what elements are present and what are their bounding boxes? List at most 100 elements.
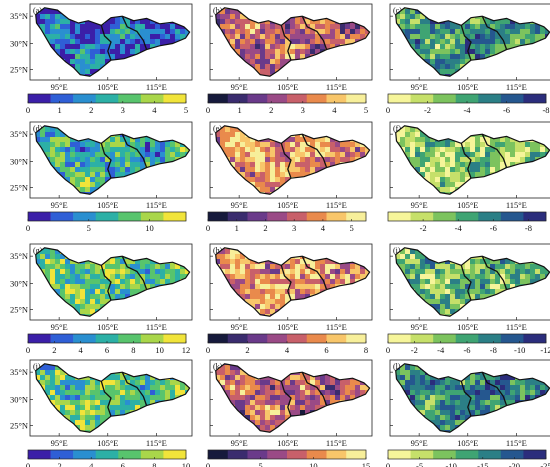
heatmap-cell <box>415 157 421 163</box>
heatmap-cell <box>340 269 346 275</box>
heatmap-cell <box>270 162 276 168</box>
heatmap-cell <box>510 24 516 30</box>
heatmap-cell <box>60 132 66 138</box>
heatmap-cell <box>475 259 481 265</box>
heatmap-cell <box>510 284 516 290</box>
heatmap-cell <box>110 289 116 295</box>
heatmap-cell <box>440 177 446 183</box>
heatmap-cell <box>320 274 326 280</box>
heatmap-cell <box>420 142 426 148</box>
heatmap-cell <box>450 24 456 30</box>
heatmap-cell <box>335 39 341 45</box>
heatmap-cell <box>140 39 146 45</box>
heatmap-cell <box>500 162 506 168</box>
heatmap-cell <box>425 152 431 158</box>
heatmap-cell <box>505 34 511 40</box>
heatmap-cell <box>245 289 251 295</box>
heatmap-cell <box>355 147 361 153</box>
heatmap-cell <box>255 44 261 50</box>
heatmap-cell <box>70 299 76 305</box>
heatmap-cell <box>315 44 321 50</box>
heatmap-cell <box>65 294 71 300</box>
heatmap-cell <box>265 49 271 55</box>
heatmap-cell <box>500 34 506 40</box>
heatmap-cell <box>515 24 521 30</box>
heatmap-cell <box>245 29 251 35</box>
heatmap-cell <box>270 309 276 315</box>
heatmap-cell <box>320 24 326 30</box>
heatmap-cell <box>325 269 331 275</box>
colorbar-swatch <box>478 94 502 103</box>
heatmap-cell <box>275 182 281 188</box>
heatmap-cell <box>90 182 96 188</box>
heatmap-cell <box>150 34 156 40</box>
heatmap-cell <box>495 142 501 148</box>
heatmap-cell <box>300 147 306 153</box>
heatmap-cell <box>60 49 66 55</box>
heatmap-cell <box>180 269 186 275</box>
heatmap-cell <box>535 147 541 153</box>
heatmap-cell <box>465 152 471 158</box>
heatmap-cell <box>85 279 91 285</box>
heatmap-cell <box>250 24 256 30</box>
heatmap-cell <box>80 177 86 183</box>
heatmap-cell <box>110 264 116 270</box>
heatmap-cell <box>315 24 321 30</box>
heatmap-cell <box>85 264 91 270</box>
heatmap-cell <box>395 19 401 25</box>
heatmap-cell <box>430 299 436 305</box>
heatmap-cell <box>295 29 301 35</box>
heatmap-cell <box>400 9 406 15</box>
colorbar-tick-label: 3 <box>301 105 305 115</box>
heatmap-cell <box>320 162 326 168</box>
heatmap-cell <box>465 157 471 163</box>
heatmap-cell <box>50 24 56 30</box>
heatmap-cell <box>270 147 276 153</box>
heatmap-cell <box>490 19 496 25</box>
heatmap-cell <box>170 264 176 270</box>
heatmap-cell <box>90 54 96 60</box>
heatmap-cell <box>485 259 491 265</box>
heatmap-cell <box>405 24 411 30</box>
y-tick-label: 35°N <box>10 11 28 21</box>
heatmap-cell <box>480 294 486 300</box>
heatmap-cell <box>345 39 351 45</box>
heatmap-cell <box>350 39 356 45</box>
heatmap-cell <box>265 274 271 280</box>
colorbar-tick-label: -8 <box>525 223 532 233</box>
heatmap-cell <box>235 264 241 270</box>
heatmap-cell <box>185 29 190 35</box>
heatmap-cell <box>405 137 411 143</box>
heatmap-cell <box>55 14 61 20</box>
heatmap-cell <box>60 152 66 158</box>
heatmap-cell <box>425 264 431 270</box>
heatmap-cell <box>275 304 281 310</box>
heatmap-cell <box>55 19 61 25</box>
heatmap-cell <box>255 24 261 30</box>
heatmap-cell <box>410 157 416 163</box>
heatmap-cell <box>420 157 426 163</box>
x-tick-label: 105°E <box>457 82 478 92</box>
heatmap-cell <box>445 182 451 188</box>
heatmap-cell <box>85 157 91 163</box>
heatmap-cell <box>115 162 121 168</box>
heatmap-cell <box>410 19 416 25</box>
map-panel-6: (f)95°E 105°E 115°E-2 -4 -6 -8 <box>387 121 550 233</box>
heatmap-cell <box>330 259 336 265</box>
heatmap-cell <box>425 269 431 275</box>
heatmap-cell <box>495 284 501 290</box>
heatmap-cell <box>260 44 266 50</box>
heatmap-cell <box>485 34 491 40</box>
heatmap-cell <box>70 34 76 40</box>
heatmap-cell <box>290 167 296 173</box>
heatmap-cell <box>475 142 481 148</box>
heatmap-cell <box>120 54 126 60</box>
heatmap-cell <box>450 142 456 148</box>
heatmap-cell <box>265 39 271 45</box>
heatmap-cell <box>340 157 346 163</box>
heatmap-cell <box>295 269 301 275</box>
heatmap-cell <box>405 147 411 153</box>
heatmap-cell <box>165 274 171 280</box>
heatmap-cell <box>285 157 291 163</box>
